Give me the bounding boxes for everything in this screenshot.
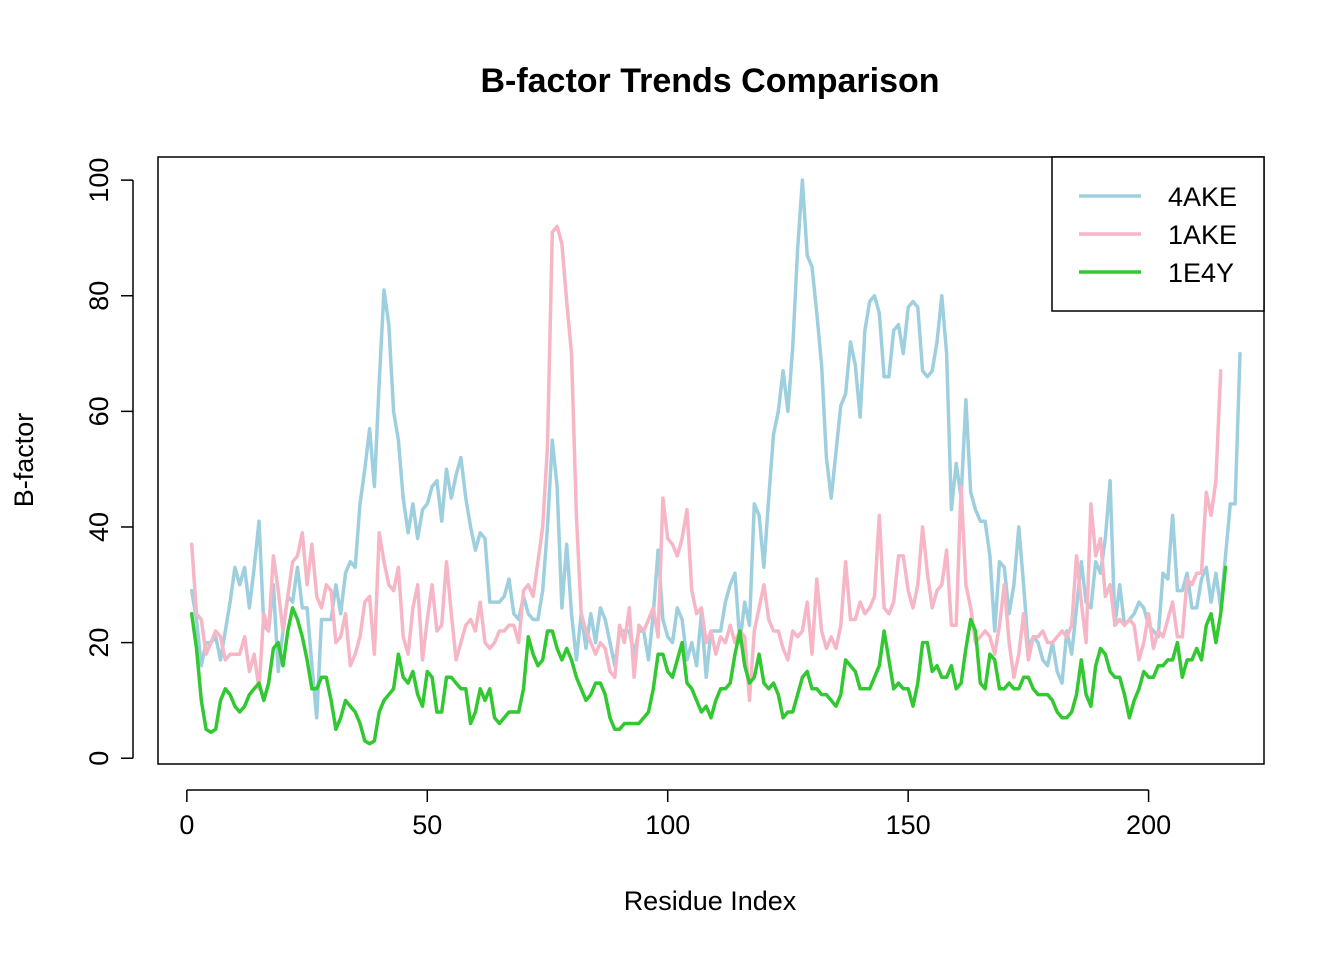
x-tick-label: 0 [179,810,194,840]
x-tick-label: 100 [645,810,690,840]
legend-label-1ake: 1AKE [1168,220,1237,250]
x-tick-label: 150 [886,810,931,840]
y-tick-label: 100 [84,158,114,203]
series-line-4ake [189,178,1242,720]
x-axis: 0 50 100 150 200 [179,789,1171,840]
legend-label-1e4y: 1E4Y [1168,258,1234,288]
y-tick-label: 0 [84,751,114,766]
y-tick-label: 80 [84,281,114,311]
y-tick-label: 60 [84,396,114,426]
y-axis-label: B-factor [9,413,39,508]
series-line-1e4y [189,565,1228,746]
y-tick-label: 40 [84,512,114,542]
legend-label-4ake: 4AKE [1168,182,1237,212]
legend: 4AKE 1AKE 1E4Y [1051,156,1265,312]
x-axis-label: Residue Index [624,886,797,916]
y-axis: 0 20 40 60 80 100 [84,158,134,766]
y-tick-label: 20 [84,628,114,658]
x-tick-label: 200 [1126,810,1171,840]
plot-area-border [157,156,1265,765]
series-line-1ake [189,224,1223,703]
series-lines [189,178,1242,746]
x-tick-label: 50 [412,810,442,840]
chart-title: B-factor Trends Comparison [480,62,939,100]
